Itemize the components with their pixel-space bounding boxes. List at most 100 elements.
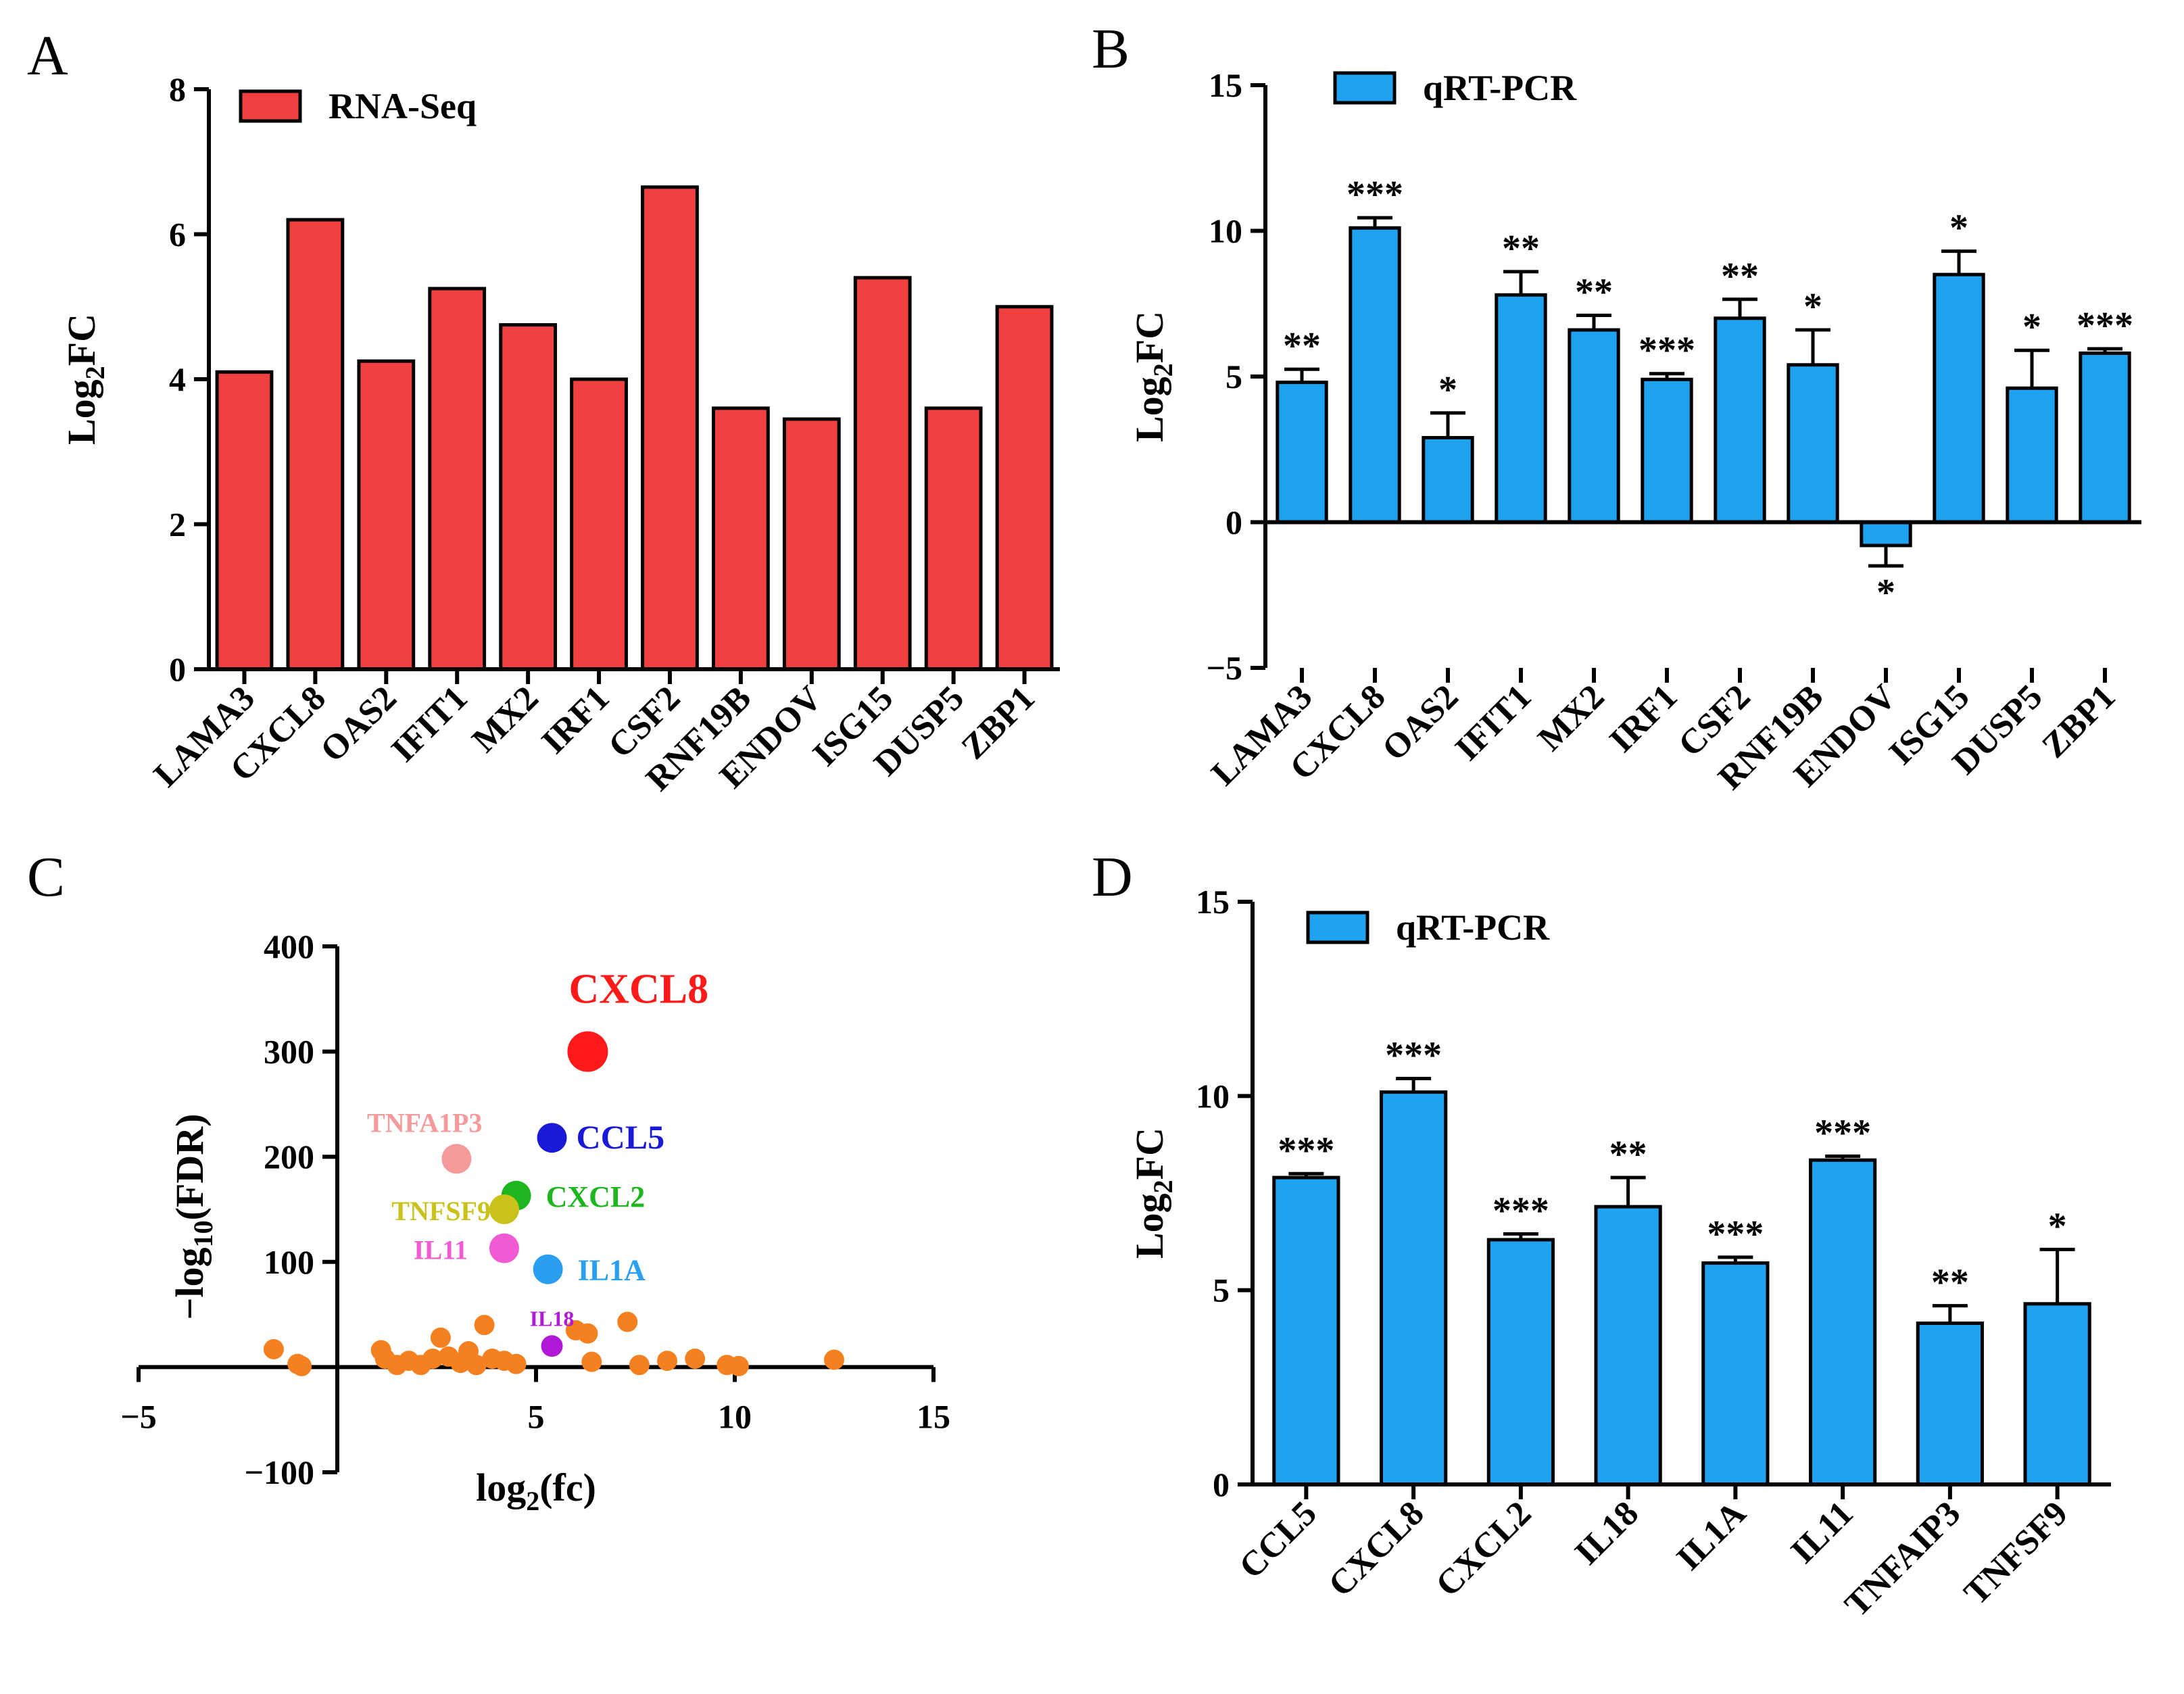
- point-il18: [541, 1335, 563, 1357]
- y-tick-label: 300: [264, 1033, 314, 1071]
- scatter-point: [430, 1327, 451, 1348]
- point-tnfsf9: [489, 1194, 519, 1224]
- y-tick-label: 6: [169, 216, 186, 253]
- point-ccl5: [537, 1123, 567, 1153]
- point-label-tnfa1p3: TNFA1P3: [367, 1107, 482, 1138]
- x-axis-title: log2(fc): [476, 1466, 596, 1516]
- panel-c-label: C: [27, 846, 65, 909]
- point-label-il18: IL18: [530, 1306, 575, 1330]
- bar-zbp1: [2079, 352, 2131, 525]
- scatter-point: [657, 1351, 678, 1372]
- y-tick-label: 0: [1213, 1466, 1230, 1503]
- y-tick-label: 200: [264, 1138, 314, 1176]
- panel-b-chart: qRT-PCR**LAMA3***CXCL8*OAS2**IFIT1**MX2*…: [1127, 66, 2141, 797]
- significance-lama3: **: [1283, 325, 1321, 367]
- y-axis-title: Log2FC: [59, 314, 110, 445]
- significance-irf1: ***: [1639, 330, 1695, 372]
- significance-dusp5: *: [2022, 306, 2041, 348]
- significance-zbp1: ***: [2077, 305, 2133, 347]
- panel-d-label: D: [1092, 846, 1133, 909]
- y-axis-title: −log10(FDR): [168, 1113, 218, 1320]
- legend-label: qRT-PCR: [1423, 68, 1577, 108]
- bar-isg15: [1933, 272, 1985, 524]
- point-label-il11: IL11: [414, 1235, 468, 1265]
- scatter-point: [629, 1355, 650, 1376]
- category-label-mx2: MX2: [465, 679, 546, 760]
- y-axis-title: Log2FC: [1127, 1128, 1178, 1259]
- y-tick-label: −5: [1207, 649, 1243, 687]
- category-label-irf1: IRF1: [1602, 677, 1684, 760]
- significance-mx2: **: [1575, 271, 1613, 313]
- bar-cxcl8: [1380, 1090, 1448, 1486]
- y-tick-label: −100: [245, 1453, 315, 1491]
- bar-il11: [1809, 1158, 1877, 1486]
- significance-il18: **: [1609, 1134, 1647, 1176]
- significance-cxcl2: ***: [1493, 1190, 1549, 1232]
- category-label-il1a: IL1A: [1670, 1494, 1753, 1578]
- y-tick-label: 400: [264, 927, 314, 965]
- y-tick-label: 15: [1196, 883, 1230, 921]
- bar-cxcl8: [1349, 226, 1401, 524]
- scatter-point: [291, 1355, 312, 1376]
- y-tick-label: 0: [169, 650, 186, 688]
- significance-il1a: ***: [1707, 1213, 1764, 1255]
- category-label-il18: IL18: [1568, 1494, 1646, 1572]
- significance-tnfsf9: *: [2048, 1205, 2067, 1247]
- category-label-oas2: OAS2: [313, 679, 404, 769]
- significance-tnfaip3: **: [1931, 1262, 1969, 1304]
- panel-d-chart: qRT-PCR***CCL5***CXCL8***CXCL2**IL18***I…: [1127, 883, 2111, 1624]
- y-tick-label: 5: [1213, 1272, 1230, 1309]
- significance-rnf19b: *: [1803, 286, 1822, 328]
- bar-csf2: [1714, 316, 1766, 524]
- category-label-mx2: MX2: [1531, 677, 1612, 758]
- point-label-il1a: IL1A: [578, 1254, 646, 1287]
- y-tick-label: 0: [1226, 504, 1242, 541]
- significance-oas2: *: [1438, 369, 1457, 411]
- point-tnfa1p3: [441, 1144, 472, 1174]
- category-label-cxcl2: CXCL2: [1428, 1494, 1538, 1604]
- scatter-point: [506, 1353, 527, 1374]
- significance-il11: ***: [1814, 1112, 1871, 1154]
- point-il11: [489, 1233, 519, 1263]
- bar-ifit1: [428, 287, 487, 671]
- point-il1a: [533, 1254, 563, 1284]
- scatter-point: [263, 1338, 284, 1359]
- bar-cxcl8: [286, 218, 345, 671]
- y-tick-label: 5: [1226, 358, 1242, 395]
- scatter-point: [728, 1355, 749, 1376]
- bar-tnfaip3: [1916, 1322, 1984, 1486]
- x-tick-label: 15: [917, 1397, 950, 1435]
- y-tick-label: 8: [169, 70, 186, 108]
- bar-dusp5: [2006, 386, 2058, 524]
- significance-cxcl8: ***: [1385, 1034, 1442, 1076]
- bar-endov: [782, 417, 841, 671]
- bar-isg15: [853, 276, 912, 671]
- scatter-point: [474, 1315, 495, 1336]
- category-label-zbp1: ZBP1: [954, 679, 1042, 767]
- category-label-ifit1: IFIT1: [1448, 677, 1538, 768]
- significance-ccl5: ***: [1278, 1130, 1334, 1171]
- bar-lama3: [215, 370, 274, 671]
- x-tick-label: −5: [120, 1397, 157, 1435]
- y-tick-label: 15: [1209, 66, 1242, 104]
- category-label-oas2: OAS2: [1375, 677, 1465, 768]
- category-label-irf1: IRF1: [535, 679, 617, 761]
- legend-swatch: [239, 89, 302, 123]
- point-label-tnfsf9: TNFSF9: [391, 1196, 491, 1226]
- bar-rnf19b: [1787, 363, 1839, 525]
- bar-csf2: [641, 185, 699, 671]
- bar-il1a: [1701, 1261, 1770, 1486]
- category-label-tnfaip3: TNFAIP3: [1838, 1494, 1968, 1624]
- y-axis-title: Log2FC: [1127, 311, 1178, 442]
- panel-a-label: A: [27, 24, 68, 87]
- x-tick-label: 5: [528, 1397, 545, 1435]
- significance-isg15: *: [1949, 208, 1968, 249]
- bar-mx2: [1568, 328, 1620, 524]
- bar-endov: [1860, 521, 1912, 548]
- point-cxcl8: [567, 1031, 608, 1072]
- significance-cxcl8: ***: [1346, 174, 1403, 216]
- category-label-tnfsf9: TNFSF9: [1957, 1494, 2075, 1612]
- bar-rnf19b: [711, 406, 770, 671]
- y-tick-label: 10: [1196, 1077, 1230, 1115]
